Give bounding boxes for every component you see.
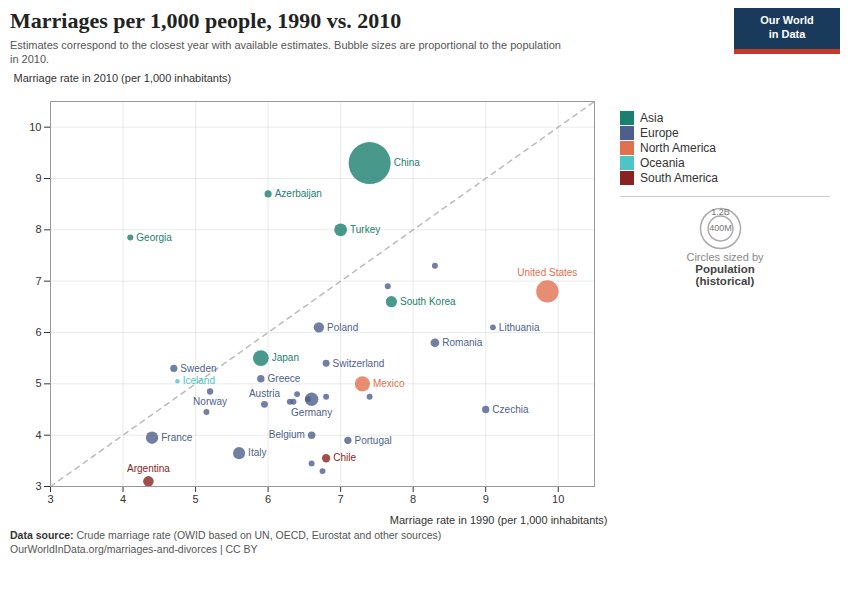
svg-text:Poland: Poland <box>327 321 358 332</box>
svg-text:Lithuania: Lithuania <box>499 321 540 332</box>
svg-text:Sweden: Sweden <box>180 362 216 373</box>
svg-text:9: 9 <box>483 493 489 505</box>
svg-text:Azerbaijan: Azerbaijan <box>275 188 322 199</box>
svg-text:7: 7 <box>338 493 344 505</box>
svg-text:6: 6 <box>265 493 271 505</box>
svg-text:6: 6 <box>35 326 41 338</box>
svg-text:Turkey: Turkey <box>350 224 380 235</box>
svg-text:United States: United States <box>517 267 577 278</box>
html-text:Our World: Our World <box>760 14 814 26</box>
svg-text:Italy: Italy <box>248 447 266 458</box>
html-text:(historical): (historical) <box>695 274 755 287</box>
html-text:Asia: Asia <box>640 110 664 125</box>
html-text:Oceania: Oceania <box>640 155 685 170</box>
svg-text:Chile: Chile <box>333 452 356 463</box>
svg-text:Czechia: Czechia <box>492 403 529 414</box>
svg-text:Switzerland: Switzerland <box>333 357 385 368</box>
svg-text:Mexico: Mexico <box>373 378 405 389</box>
svg-text:5: 5 <box>193 493 199 505</box>
html-text:in Data: in Data <box>768 27 806 40</box>
html-text:Population: Population <box>695 262 755 275</box>
svg-text:10: 10 <box>552 493 564 505</box>
svg-text:Austria: Austria <box>249 388 281 399</box>
html-text:Circles sized by: Circles sized by <box>686 250 764 263</box>
svg-text:Greece: Greece <box>268 372 301 383</box>
html-text:Marriages per 1,000 people, 19: Marriages per 1,000 people, 1990 vs. 201… <box>10 8 402 33</box>
svg-text:4: 4 <box>120 493 126 505</box>
html-text:Europe: Europe <box>640 125 679 140</box>
svg-text:Norway: Norway <box>193 395 227 406</box>
svg-text:5: 5 <box>35 377 41 389</box>
svg-text:Argentina: Argentina <box>127 463 170 474</box>
svg-text:Romania: Romania <box>442 337 482 348</box>
svg-text:South Korea: South Korea <box>400 295 456 306</box>
svg-text:Marriage rate in 1990 (per 1,0: Marriage rate in 1990 (per 1,000 inhabit… <box>390 513 608 525</box>
svg-text:10: 10 <box>29 120 41 132</box>
svg-text:4: 4 <box>35 428 41 440</box>
svg-text:3: 3 <box>35 480 41 492</box>
svg-text:Iceland: Iceland <box>183 375 215 386</box>
html-text:Estimates correspond to the cl: Estimates correspond to the closest year… <box>10 39 561 66</box>
svg-text:Germany: Germany <box>291 407 332 418</box>
svg-text:8: 8 <box>35 223 41 235</box>
svg-text:8: 8 <box>410 493 416 505</box>
svg-text:Marriage rate in 2010 (per 1,0: Marriage rate in 2010 (per 1,000 inhabit… <box>14 72 232 84</box>
svg-text:China: China <box>394 157 421 168</box>
svg-text:3: 3 <box>47 493 53 505</box>
svg-text:1.2B: 1.2B <box>711 207 730 217</box>
svg-text:9: 9 <box>35 172 41 184</box>
html-text:Data source: Crude marriage ra: Data source: Crude marriage rate (OWID b… <box>10 528 442 555</box>
svg-text:Portugal: Portugal <box>355 434 392 445</box>
svg-text:Georgia: Georgia <box>136 231 172 242</box>
svg-text:France: France <box>161 432 193 443</box>
svg-text:Japan: Japan <box>272 352 299 363</box>
html-text:South America: South America <box>640 170 718 185</box>
svg-text:400M: 400M <box>709 223 732 233</box>
svg-text:Belgium: Belgium <box>269 429 305 440</box>
svg-text:7: 7 <box>35 274 41 286</box>
html-text:North America: North America <box>640 140 716 155</box>
